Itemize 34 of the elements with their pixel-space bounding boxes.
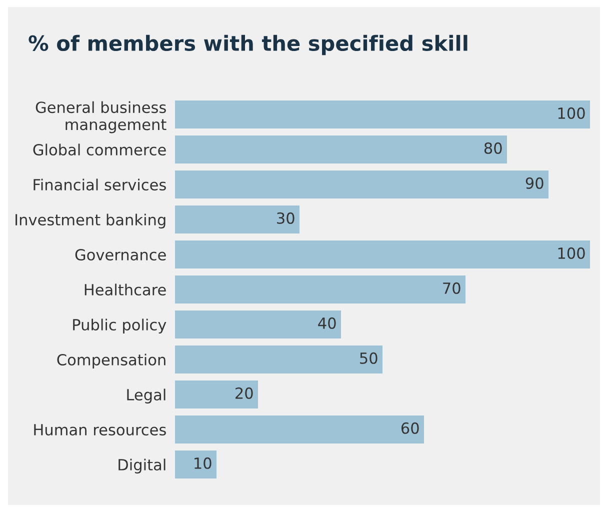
bar (175, 310, 341, 338)
bar (175, 170, 548, 198)
bar (175, 240, 590, 268)
y-tick-label: Digital (118, 458, 166, 474)
data-label: 60 (401, 422, 419, 434)
data-label: 100 (558, 107, 585, 119)
bar (175, 136, 507, 164)
y-tick-label: Investment banking (16, 214, 166, 228)
data-label: 30 (277, 212, 294, 224)
data-label: 90 (526, 177, 544, 189)
chart-title: % of members with the specified skill (28, 34, 468, 56)
y-tick-label: Legal (127, 388, 166, 404)
y-tick-label: Governance (75, 248, 166, 261)
y-tick-label: Human resources (34, 424, 166, 436)
y-tick-label: Financial services (34, 178, 166, 191)
bar (175, 346, 382, 374)
data-label: 70 (443, 282, 460, 294)
y-tick-label: Public policy (73, 318, 166, 334)
y-tick-label: Compensation (57, 354, 166, 368)
data-label: 40 (318, 317, 336, 329)
y-tick-label: Healthcare (84, 284, 166, 296)
data-label: 80 (484, 142, 502, 154)
bar (175, 450, 216, 478)
bar (175, 100, 590, 128)
data-label: 50 (360, 352, 378, 364)
bar (175, 380, 258, 408)
data-label: 20 (236, 387, 253, 399)
data-label: 10 (194, 457, 212, 469)
data-label: 100 (558, 247, 585, 259)
bar (175, 276, 466, 304)
bar (175, 416, 424, 444)
y-tick-label: Global commerce (33, 144, 166, 156)
bar (175, 206, 300, 234)
y-tick-label: General business management (36, 101, 166, 134)
